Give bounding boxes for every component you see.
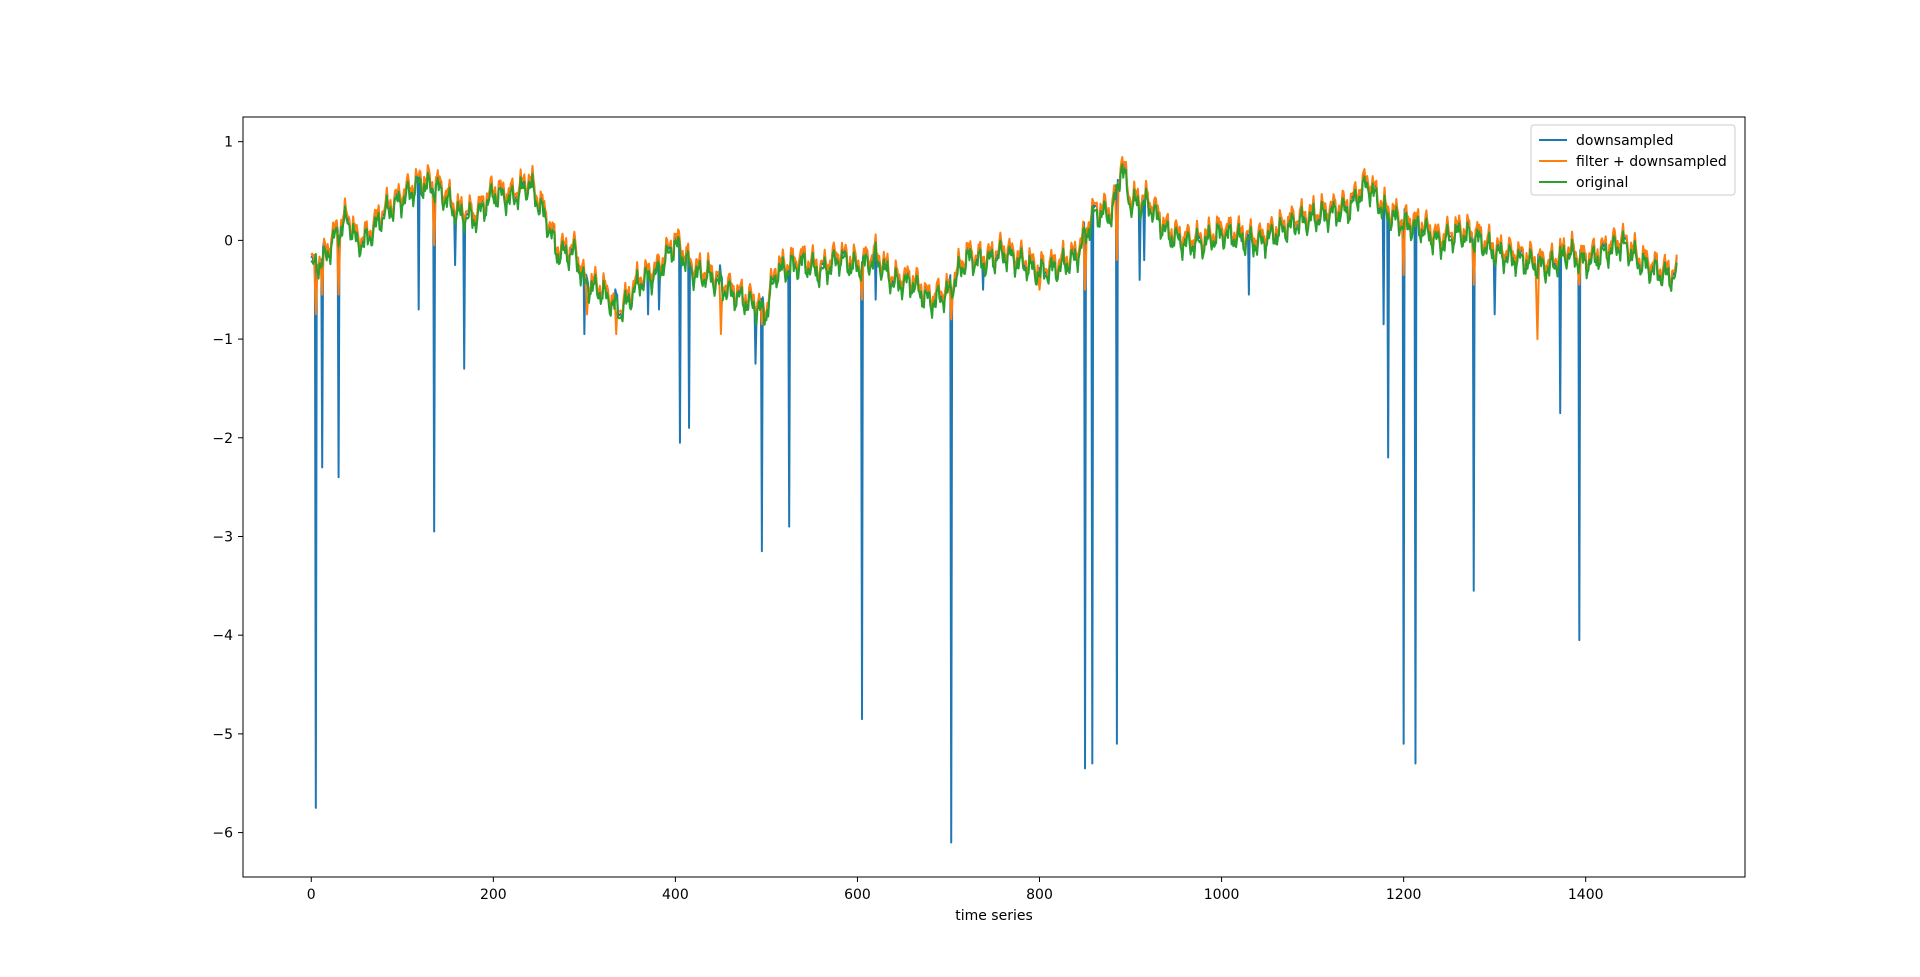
legend: downsampled filter + downsampled original [1530, 124, 1736, 196]
x-tick-label: 200 [480, 887, 507, 903]
x-tick-label: 400 [662, 887, 689, 903]
legend-box [1530, 124, 1736, 196]
legend-entry: downsampled [1576, 133, 1674, 149]
x-tick-label: 600 [844, 887, 871, 903]
legend-entry: original [1576, 175, 1628, 191]
y-tick-label: −2 [212, 431, 233, 447]
axes-frame [242, 116, 1746, 878]
x-axis: 0 200 400 600 800 1000 1200 1400 [307, 877, 1604, 903]
plot-lines [310, 156, 1678, 844]
x-axis-label: time series [955, 908, 1033, 924]
x-tick-label: 1200 [1386, 887, 1422, 903]
y-tick-label: −6 [212, 826, 233, 842]
x-tick-label: 1400 [1568, 887, 1604, 903]
y-tick-label: −3 [212, 529, 233, 545]
y-tick-label: 0 [224, 233, 233, 249]
y-tick-label: −5 [212, 727, 233, 743]
x-tick-label: 1000 [1204, 887, 1240, 903]
x-tick-label: 800 [1026, 887, 1053, 903]
y-tick-label: −1 [212, 332, 233, 348]
y-tick-label: −4 [212, 628, 233, 644]
y-axis: 1 0 −1 −2 −3 −4 −5 −6 [212, 135, 243, 842]
y-tick-label: 1 [224, 135, 233, 151]
series-original-line [310, 163, 1678, 327]
legend-entry: filter + downsampled [1576, 154, 1727, 170]
x-tick-label: 0 [307, 887, 316, 903]
